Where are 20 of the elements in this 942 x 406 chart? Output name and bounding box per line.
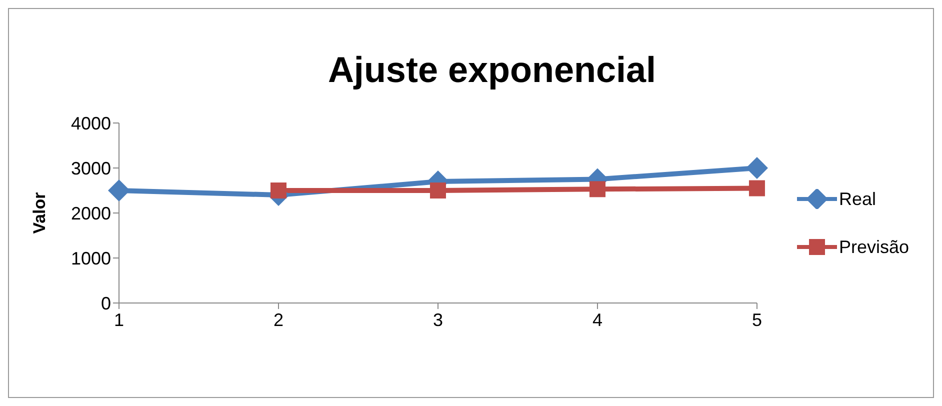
x-tick-label: 4	[592, 310, 602, 330]
x-tick-label: 5	[752, 310, 762, 330]
y-tick-label: 2000	[70, 203, 111, 224]
y-tick-label: 4000	[70, 113, 111, 134]
legend-label: Real	[838, 188, 876, 210]
y-tick-label: 0	[100, 293, 111, 314]
legend-label: Previsão	[838, 236, 909, 258]
point	[748, 180, 765, 196]
x-tick-label: 3	[432, 310, 443, 330]
y-axis-title: Valor	[30, 192, 50, 234]
point	[589, 181, 606, 198]
x-tick-label: 2	[273, 310, 284, 330]
chart-title: Ajuste exponencial	[326, 49, 658, 91]
point	[746, 157, 768, 179]
x-tick-label: 1	[114, 310, 124, 330]
point	[270, 182, 286, 198]
point	[430, 182, 446, 198]
y-tick-label: 1000	[70, 248, 111, 268]
point	[108, 180, 130, 202]
y-tick-label: 3000	[70, 158, 111, 178]
